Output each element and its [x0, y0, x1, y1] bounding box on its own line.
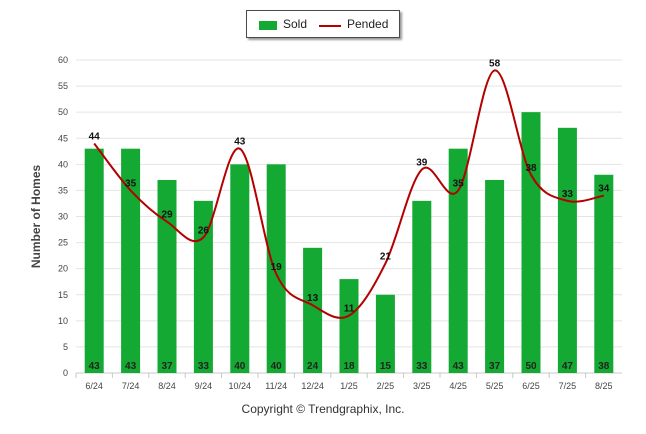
- pended-value-label: 29: [161, 210, 173, 221]
- bar-sold: [303, 247, 323, 373]
- pended-value-label: 35: [453, 178, 465, 189]
- pended-value-label: 19: [271, 262, 283, 273]
- bar-value-label: 37: [161, 361, 173, 372]
- bar-sold: [557, 127, 577, 373]
- y-tick-label: 35: [58, 185, 68, 195]
- bar-sold: [485, 179, 505, 373]
- bar-sold: [230, 164, 250, 373]
- x-tick-label: 9/24: [195, 381, 213, 391]
- bar-sold: [339, 279, 359, 373]
- y-tick-label: 5: [63, 342, 68, 352]
- x-tick-label: 11/24: [265, 381, 287, 391]
- bar-value-label: 43: [89, 361, 101, 372]
- legend: Sold Pended: [246, 10, 400, 38]
- legend-pended-swatch: [319, 25, 341, 27]
- bar-value-label: 38: [598, 361, 610, 372]
- y-tick-label: 60: [58, 55, 68, 65]
- x-tick-label: 4/25: [449, 381, 467, 391]
- y-tick-label: 10: [58, 316, 68, 326]
- x-tick-label: 6/24: [85, 381, 103, 391]
- x-tick-label: 7/25: [559, 381, 577, 391]
- bar-value-label: 40: [234, 361, 246, 372]
- pended-value-label: 13: [307, 293, 319, 304]
- x-tick-label: 12/24: [301, 381, 324, 391]
- legend-sold-swatch: [259, 21, 277, 30]
- bar-sold: [193, 200, 213, 373]
- bar-value-label: 37: [489, 361, 501, 372]
- bar-sold: [594, 174, 614, 373]
- x-tick-label: 10/24: [229, 381, 252, 391]
- pended-line: [93, 69, 604, 319]
- bar-sold: [375, 294, 395, 373]
- bar-sold: [412, 200, 432, 373]
- x-tick-label: 6/25: [522, 381, 540, 391]
- bar-value-label: 47: [562, 361, 574, 372]
- y-tick-label: 25: [58, 238, 68, 248]
- y-tick-label: 55: [58, 81, 68, 91]
- x-tick-label: 2/25: [377, 381, 395, 391]
- bar-value-label: 33: [198, 361, 210, 372]
- bar-value-label: 43: [125, 361, 137, 372]
- pended-value-label: 21: [380, 251, 392, 262]
- pended-value-label: 33: [562, 189, 574, 200]
- pended-value-label: 44: [89, 131, 101, 142]
- x-tick-label: 8/25: [595, 381, 613, 391]
- bar-value-label: 18: [343, 361, 355, 372]
- y-axis-label: Number of Homes: [29, 165, 43, 269]
- pended-value-label: 35: [125, 178, 137, 189]
- legend-pended-label: Pended: [347, 17, 389, 31]
- copyright-text: Copyright © Trendgraphix, Inc.: [241, 402, 405, 416]
- bar-sold: [121, 148, 141, 373]
- x-tick-label: 8/24: [158, 381, 176, 391]
- x-tick-label: 7/24: [122, 381, 140, 391]
- pended-value-label: 11: [344, 304, 355, 315]
- y-tick-label: 20: [58, 264, 68, 274]
- bar-sold: [84, 148, 104, 373]
- legend-sold-label: Sold: [283, 17, 308, 31]
- y-tick-label: 15: [58, 290, 68, 300]
- y-tick-label: 45: [58, 133, 68, 143]
- x-tick-label: 1/25: [340, 381, 358, 391]
- bar-sold: [157, 179, 177, 373]
- bar-value-label: 24: [307, 361, 319, 372]
- pended-value-label: 39: [416, 158, 428, 169]
- y-tick-label: 40: [58, 159, 68, 169]
- bar-value-label: 40: [271, 361, 283, 372]
- y-tick-label: 50: [58, 107, 68, 117]
- x-tick-label: 3/25: [413, 381, 431, 391]
- bar-sold: [448, 148, 468, 373]
- bar-sold: [266, 164, 286, 373]
- bar-sold: [521, 112, 541, 374]
- pended-value-label: 34: [598, 184, 610, 195]
- pended-value-label: 58: [489, 58, 501, 69]
- y-tick-label: 30: [58, 212, 68, 222]
- bar-value-label: 43: [453, 361, 465, 372]
- bar-value-label: 15: [380, 361, 392, 372]
- pended-value-label: 43: [234, 137, 246, 148]
- y-tick-label: 0: [63, 368, 68, 378]
- bar-value-label: 50: [525, 361, 537, 372]
- pended-value-label: 26: [198, 225, 210, 236]
- bar-value-label: 33: [416, 361, 428, 372]
- pended-value-label: 38: [525, 163, 537, 174]
- x-tick-label: 5/25: [486, 381, 504, 391]
